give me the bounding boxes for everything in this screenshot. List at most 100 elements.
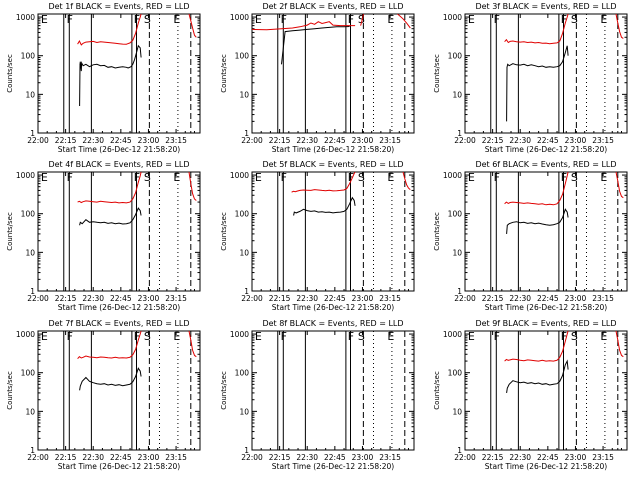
flag-label: E [41,330,48,343]
x-tick-label: 22:30 [296,136,318,145]
panel-title: Det 9f BLACK = Events, RED = LLD [475,319,616,328]
x-tick-label: 22:30 [509,136,531,145]
x-tick-label: 23:00 [138,136,160,145]
x-tick-label: 23:00 [138,294,160,303]
panel-det-8: Det 8f BLACK = Events, RED = LLD 22:00 22:… [220,319,415,471]
events-series-line [506,45,569,122]
y-tick-label: 1000 [16,171,35,180]
events-series-line [79,207,142,226]
lld-series-line [77,172,142,204]
y-tick-label: 1 [457,129,462,138]
y-axis-label: Counts/sec [6,54,14,93]
flag-label: E [387,13,394,26]
flag-label: E [600,13,607,26]
x-tick-label: 22:15 [55,294,77,303]
x-axis-label: Start Time (26-Dec-12 21:58:20) [485,462,607,471]
panel-det-3: Det 3f BLACK = Events, RED = LLD 22:00 22:… [433,2,628,154]
flag-label: F [67,13,73,26]
x-tick-label: 23:15 [379,453,401,462]
flag-label: S [144,13,151,26]
y-axis-label: Counts/sec [220,212,228,251]
plot-frame [464,13,628,134]
x-tick-label: 23:00 [352,453,374,462]
x-tick-label: 22:30 [509,294,531,303]
panel-det-2: Det 2f BLACK = Events, RED = LLD 22:00 22:… [220,2,415,154]
y-tick-label: 1000 [230,171,249,180]
series-group [291,172,411,216]
lld-series-line [188,14,197,38]
lld-series-line [504,331,569,362]
flag-label: E [41,171,48,184]
x-tick-label: 22:15 [482,294,504,303]
x-tick-label: 22:15 [482,136,504,145]
y-axis-label: Counts/sec [433,212,441,251]
flag-label: F [67,171,73,184]
flag-label: S [571,171,578,184]
flag-label: E [600,171,607,184]
flag-label: F [494,171,500,184]
x-tick-label: 23:00 [565,136,587,145]
flag-label: F [348,330,354,343]
y-tick-label: 10 [239,407,249,416]
x-tick-label: 22:45 [537,294,559,303]
series-group [77,14,197,107]
y-tick-label: 10 [25,90,35,99]
panel-title: Det 5f BLACK = Events, RED = LLD [262,160,403,169]
x-tick-label: 23:15 [592,136,614,145]
flag-label: F [561,13,567,26]
y-tick-label: 100 [21,210,36,219]
x-axis-label: Start Time (26-Dec-12 21:58:20) [272,462,394,471]
y-axis-label: Counts/sec [220,371,228,410]
flag-label: F [494,330,500,343]
y-tick-label: 1 [244,129,249,138]
y-axis-label: Counts/sec [433,371,441,410]
x-axis-label: Start Time (26-Dec-12 21:58:20) [485,145,607,154]
x-tick-label: 22:15 [55,453,77,462]
flag-label: E [468,13,475,26]
lld-series-line [188,172,197,201]
events-series-line [79,44,142,107]
flag-label: S [358,330,365,343]
x-tick-label: 23:15 [592,294,614,303]
panel-title: Det 6f BLACK = Events, RED = LLD [475,160,616,169]
y-axis-label: Counts/sec [6,371,14,410]
flag-label: E [41,13,48,26]
x-tick-label: 22:45 [324,136,346,145]
plot-frame [37,330,201,451]
flag-label: F [561,330,567,343]
x-tick-label: 23:15 [379,294,401,303]
y-tick-label: 100 [21,52,36,61]
flag-label: F [281,13,287,26]
y-tick-label: 100 [448,210,463,219]
x-tick-label: 23:15 [165,453,187,462]
flag-label: F [67,330,73,343]
x-tick-label: 23:15 [592,453,614,462]
x-tick-label: 22:45 [537,136,559,145]
x-tick-label: 23:00 [352,294,374,303]
x-tick-label: 22:00 [241,453,263,462]
x-tick-label: 22:45 [110,294,132,303]
flag-label: E [255,330,262,343]
panel-det-5: Det 5f BLACK = Events, RED = LLD 22:00 22:… [220,160,415,312]
y-axis-label: Counts/sec [6,212,14,251]
panel-det-9: Det 9f BLACK = Events, RED = LLD 22:00 22:… [433,319,628,471]
lld-series-line [504,14,569,45]
x-axis-label: Start Time (26-Dec-12 21:58:20) [58,303,180,312]
lld-series-line [397,14,411,29]
flag-label: E [387,330,394,343]
lld-series-line [360,14,364,26]
x-tick-label: 22:00 [454,453,476,462]
y-tick-label: 1000 [443,330,462,339]
flag-label: E [173,13,180,26]
x-tick-label: 22:30 [296,453,318,462]
y-tick-label: 1 [244,287,249,296]
flag-label: S [571,13,578,26]
x-tick-label: 22:30 [296,294,318,303]
lld-series-line [615,172,624,199]
y-tick-label: 1000 [443,13,462,22]
y-tick-label: 10 [25,248,35,257]
flag-label: E [600,330,607,343]
x-tick-label: 23:00 [138,453,160,462]
y-tick-label: 1 [30,287,35,296]
